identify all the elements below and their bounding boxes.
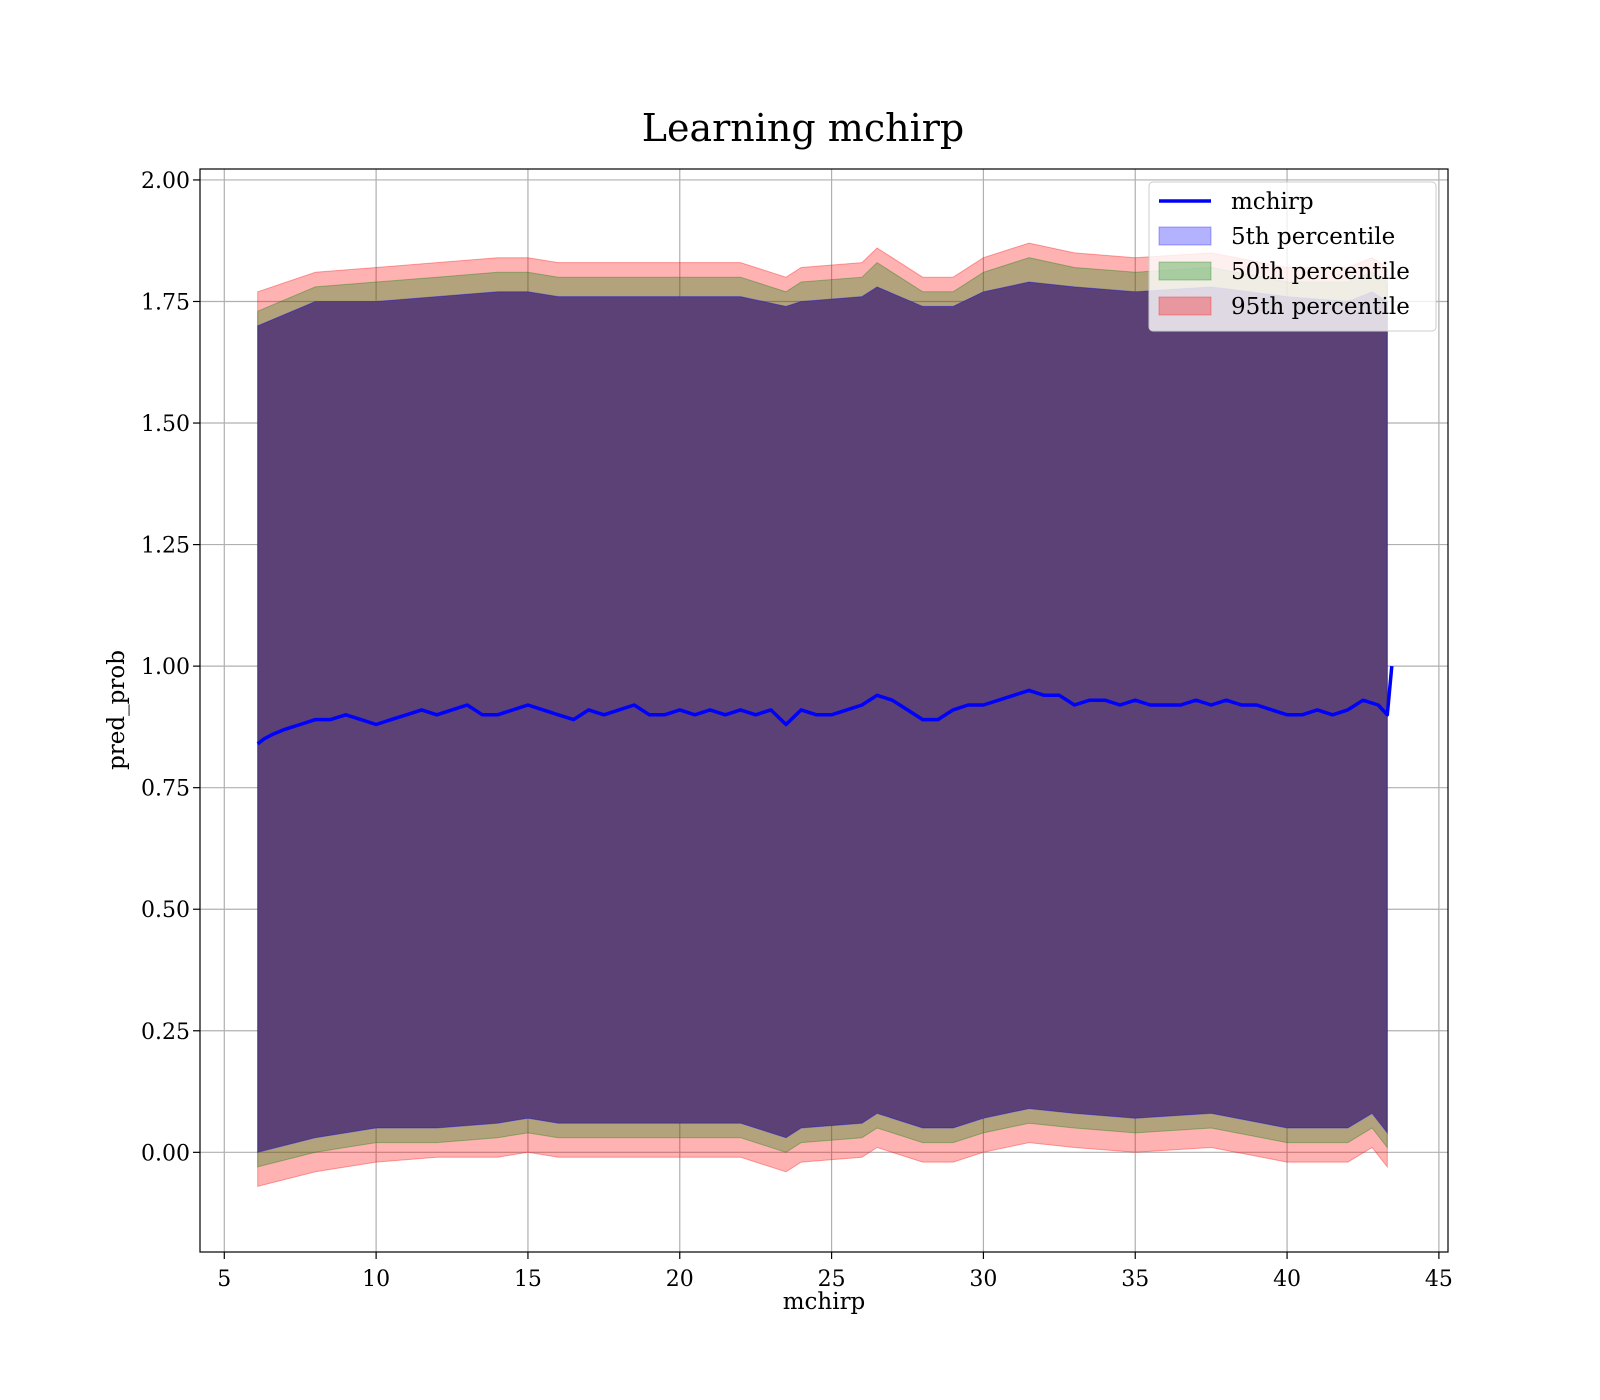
y-tick-label: 1.25 — [141, 534, 190, 559]
y-tick-label: 0.50 — [141, 898, 190, 923]
chart-title: Learning mchirp — [642, 106, 964, 150]
y-axis-ticks: 0.00 0.25 0.50 0.75 1.00 1.25 1.50 1.75 2.00 — [141, 169, 200, 1166]
legend-box — [1148, 181, 1437, 332]
legend-swatch-95th-percentile — [1158, 296, 1212, 316]
plot-frame — [199, 168, 1449, 1253]
band-5th-percentile — [257, 281, 1388, 1153]
y-tick-label: 1.50 — [141, 412, 190, 437]
mchirp-line-layer — [256, 665, 1394, 746]
x-tick-label: 10 — [362, 1267, 390, 1292]
legend-swatch-5th-percentile — [1158, 226, 1212, 246]
x-axis-title: mchirp — [783, 1289, 866, 1315]
x-tick-label: 40 — [1273, 1267, 1301, 1292]
y-tick-label: 2.00 — [141, 169, 190, 194]
y-tick-label: 1.00 — [141, 655, 190, 680]
x-tick-label: 5 — [217, 1267, 231, 1292]
legend-swatch-50th-percentile — [1158, 261, 1212, 281]
x-axis-ticks: 5 10 15 20 25 30 35 40 45 — [217, 1252, 1453, 1292]
percentile-bands — [257, 242, 1388, 1188]
mchirp-line — [256, 665, 1394, 746]
y-tick-label: 0.75 — [141, 777, 190, 802]
band-overlap-core — [257, 282, 1388, 1153]
x-tick-label: 30 — [969, 1267, 997, 1292]
band-50th-percentile — [257, 257, 1388, 1168]
legend: mchirp 5th percentile 50th percentile 95… — [1148, 181, 1437, 332]
x-tick-label: 45 — [1425, 1267, 1453, 1292]
y-tick-label: 0.00 — [141, 1141, 190, 1166]
x-tick-label: 25 — [818, 1267, 846, 1292]
legend-label-mchirp: mchirp — [1231, 189, 1314, 215]
x-tick-label: 15 — [514, 1267, 542, 1292]
x-tick-label: 20 — [666, 1267, 694, 1292]
x-tick-label: 35 — [1121, 1267, 1149, 1292]
y-tick-label: 0.25 — [141, 1020, 190, 1045]
legend-label-50th-percentile: 50th percentile — [1231, 259, 1410, 285]
y-tick-label: 1.75 — [141, 290, 190, 315]
y-axis-title: pred_prob — [104, 650, 130, 770]
legend-label-5th-percentile: 5th percentile — [1231, 224, 1395, 250]
legend-label-95th-percentile: 95th percentile — [1231, 294, 1410, 320]
